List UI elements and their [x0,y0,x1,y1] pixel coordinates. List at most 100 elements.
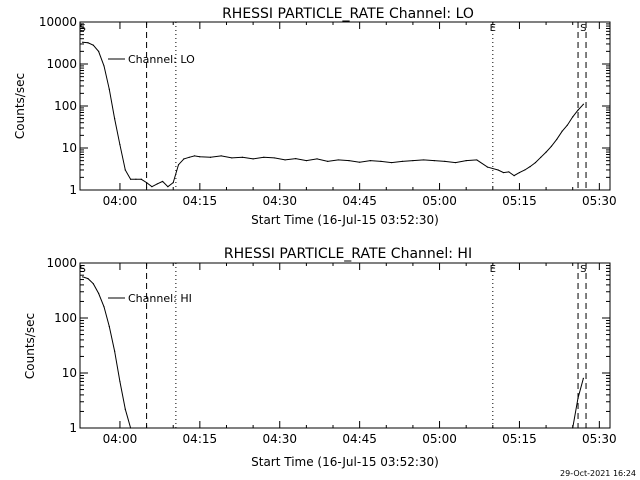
data-point [273,157,276,159]
chart-title: RHESSI PARTICLE_RATE Channel: LO [222,6,474,22]
data-point [476,159,478,161]
data-point [130,178,132,180]
y-tick-label: 1000 [46,256,77,270]
series-annotation: Channel: HI [128,292,192,305]
data-point [151,186,153,188]
event-marker-label: E [490,23,496,34]
data-point [87,278,89,280]
chart-title: RHESSI PARTICLE_RATE Channel: HI [224,246,472,262]
x-axis-label: Start Time (16-Jul-15 03:52:30) [251,213,439,227]
event-marker-label: E [490,264,496,275]
data-point [572,116,574,118]
data-point [209,156,212,158]
data-point [582,377,584,379]
data-point [577,397,579,399]
data-point [534,161,537,164]
data-point [284,159,286,161]
data-point [231,157,233,159]
data-point [391,161,393,164]
data-point [172,182,174,184]
data-point [188,156,190,158]
data-point [82,276,84,278]
data-point [513,175,515,177]
y-axis-label: Counts/sec [13,73,27,139]
data-point [114,118,116,120]
data-point [497,169,499,171]
data-point [114,350,116,352]
x-tick-label: 04:00 [103,194,138,208]
data-point [119,380,121,383]
series-annotation: Channel: LO [128,53,195,66]
x-ticks: 04:00 04:15 04:30 04:45 05:00 05:15 05:30 [103,22,617,208]
data-point [199,156,201,158]
data-point [241,156,244,158]
data-point [108,325,110,328]
x-tick-label: 04:15 [183,432,218,446]
data-point [582,103,584,105]
data-point [433,160,435,162]
data-point [502,171,505,174]
data-point [524,169,526,171]
event-marker-label: S [79,23,85,34]
x-tick-label: 05:15 [502,432,537,446]
data-point [220,155,222,157]
data-point [305,160,307,162]
x-tick-label: 04:00 [103,432,138,446]
data-point [103,306,105,308]
data-point [82,41,84,43]
x-tick-label: 05:30 [582,432,617,446]
data-point [92,44,94,46]
data-point [412,160,414,162]
x-tick-label: 05:15 [502,194,537,208]
data-point [577,109,579,111]
data-point [124,408,126,410]
data-point [145,182,148,184]
data-point [566,124,568,126]
data-point [422,159,425,161]
y-ticks: 1 10 100 1000 10000 [39,15,610,197]
data-point [140,178,142,180]
data-point [380,160,382,162]
x-tick-label: 05:00 [422,432,457,446]
series-layer [82,276,584,429]
data-point [556,138,558,141]
data-point [545,151,547,153]
data-point [156,183,158,185]
data-point [130,427,132,429]
y-tick-label: 1000 [46,57,77,71]
event-marker-label: S [79,264,85,275]
data-point [108,88,110,90]
data-point [561,130,563,132]
data-point [327,160,329,162]
data-point [337,159,339,161]
y-tick-label: 100 [54,99,77,113]
event-marker-label: S [580,23,586,34]
data-point [135,178,137,180]
chart-panel-lo: RHESSI PARTICLE_RATE Channel: LO Counts/… [13,6,617,227]
data-point [167,186,169,188]
data-point [369,160,371,162]
data-point [486,166,489,168]
data-point [124,169,126,171]
data-point [572,427,574,429]
data-point [193,155,196,157]
series-line [82,276,132,429]
data-point [119,144,121,146]
x-tick-label: 05:00 [422,194,457,208]
data-point [401,160,403,162]
data-point [348,160,350,162]
y-tick-label: 10 [62,366,77,380]
y-axis-label: Counts/sec [23,313,37,379]
data-point [454,161,457,164]
event-marker-label: S [580,264,586,275]
data-point [540,156,542,158]
x-tick-label: 04:30 [262,432,297,446]
data-point [98,292,100,295]
x-axis-label: Start Time (16-Jul-15 03:52:30) [251,455,439,469]
series-layer [82,41,584,188]
data-point [508,171,510,173]
x-ticks: 04:00 04:15 04:30 04:45 05:00 05:15 05:30 [103,263,617,446]
